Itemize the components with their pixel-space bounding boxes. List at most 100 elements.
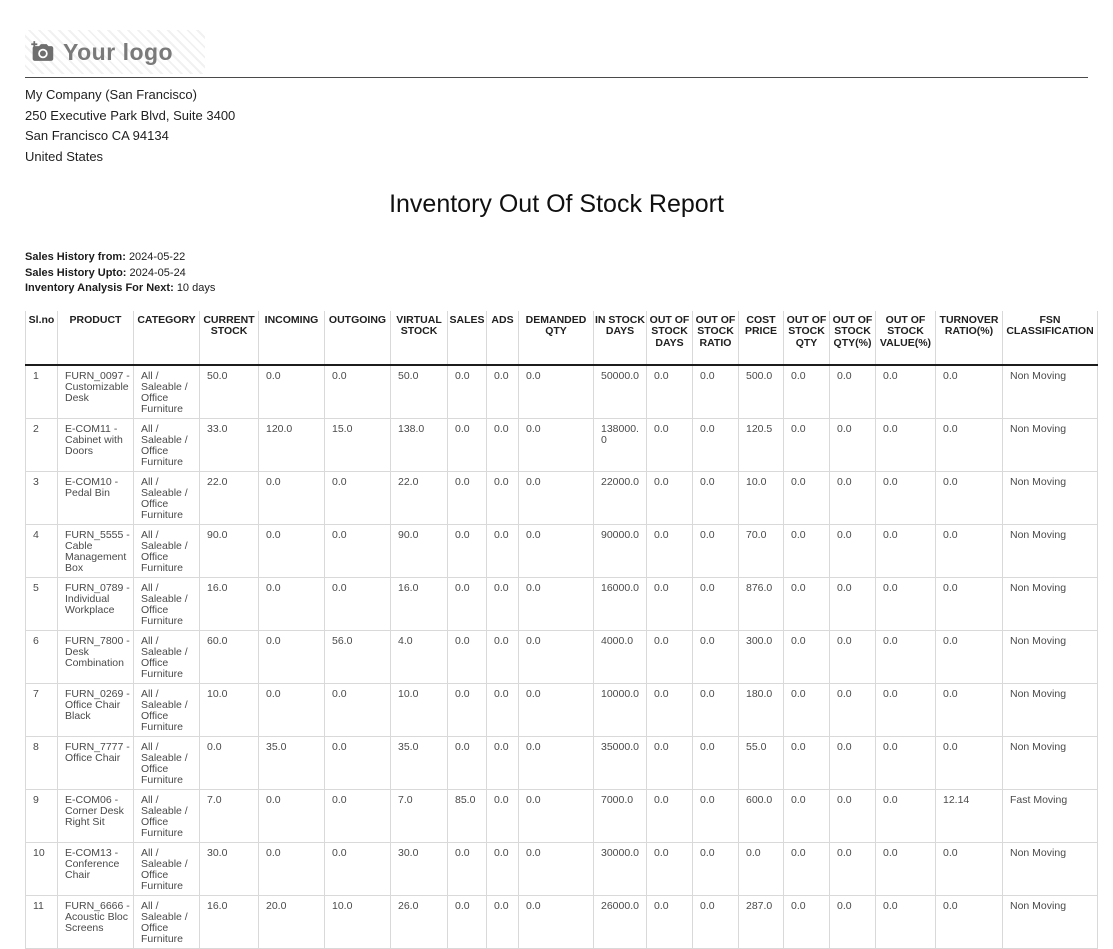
table-cell: 0.0 [829, 576, 876, 631]
table-cell: Non Moving [1002, 576, 1098, 631]
table-cell: 0.0 [486, 629, 519, 684]
table-cell: 0.0 [692, 523, 739, 578]
table-cell: 30.0 [390, 841, 448, 896]
table-cell: 5 [25, 576, 58, 631]
table-cell: 138000.0 [593, 417, 647, 472]
table-cell: FURN_7777 - Office Chair [57, 735, 134, 790]
table-cell: All / Saleable / Office Furniture [133, 523, 200, 578]
table-cell: 85.0 [447, 788, 487, 843]
table-cell: 0.0 [935, 470, 1003, 525]
table-header-row: Sl.no PRODUCT CATEGORY CURRENT STOCK INCOMIN… [25, 310, 1098, 366]
table-cell: 60.0 [199, 629, 259, 684]
table-cell: 0.0 [447, 735, 487, 790]
table-cell: 0.0 [829, 841, 876, 896]
column-header: CATEGORY [133, 310, 200, 366]
table-cell: 0.0 [447, 894, 487, 949]
table-cell: 7000.0 [593, 788, 647, 843]
company-logo: Your logo [25, 30, 205, 74]
table-cell: 0.0 [829, 470, 876, 525]
table-cell: 0.0 [935, 629, 1003, 684]
table-cell: Non Moving [1002, 682, 1098, 737]
table-cell: FURN_5555 - Cable Management Box [57, 523, 134, 578]
table-cell: 0.0 [692, 629, 739, 684]
table-cell: 0.0 [783, 364, 830, 419]
table-cell: All / Saleable / Office Furniture [133, 788, 200, 843]
table-cell: 0.0 [486, 788, 519, 843]
table-cell: 0.0 [518, 576, 594, 631]
table-cell: 120.0 [258, 417, 325, 472]
table-cell: 120.5 [738, 417, 784, 472]
table-cell: All / Saleable / Office Furniture [133, 841, 200, 896]
table-cell: 0.0 [646, 364, 693, 419]
company-country: United States [25, 148, 104, 164]
table-cell: 0.0 [875, 841, 936, 896]
table-cell: 0.0 [258, 470, 325, 525]
table-cell: 0.0 [783, 470, 830, 525]
column-header: INCOMING [258, 310, 325, 366]
table-cell: 0.0 [783, 576, 830, 631]
table-row: 7 FURN_0269 - Office Chair Black All / Sal… [25, 682, 1098, 737]
table-cell: 22.0 [390, 470, 448, 525]
table-cell: 0.0 [324, 470, 391, 525]
column-header: COST PRICE [738, 310, 784, 366]
table-cell: 0.0 [875, 788, 936, 843]
table-cell: 35000.0 [593, 735, 647, 790]
column-header: OUT OF STOCK VALUE(%) [875, 310, 936, 366]
table-cell: 0.0 [783, 629, 830, 684]
table-cell: 90.0 [199, 523, 259, 578]
table-cell: FURN_0789 - Individual Workplace [57, 576, 134, 631]
table-cell: E-COM06 - Corner Desk Right Sit [57, 788, 134, 843]
table-cell: 10.0 [324, 894, 391, 949]
table-cell: 0.0 [518, 629, 594, 684]
table-cell: 0.0 [518, 841, 594, 896]
table-cell: 0.0 [258, 364, 325, 419]
inventory-table: Sl.no PRODUCT CATEGORY CURRENT STOCK INCOMIN… [25, 310, 1098, 949]
table-cell: 7 [25, 682, 58, 737]
table-cell: 0.0 [646, 470, 693, 525]
table-cell: 0.0 [935, 576, 1003, 631]
table-cell: 90.0 [390, 523, 448, 578]
logo-text: Your logo [63, 38, 174, 65]
table-cell: E-COM13 - Conference Chair [57, 841, 134, 896]
company-street: 250 Executive Park Blvd, Suite 3400 [25, 107, 236, 123]
column-header: VIRTUAL STOCK [390, 310, 448, 366]
table-cell: 0.0 [646, 576, 693, 631]
column-header: TURNOVER RATIO(%) [935, 310, 1003, 366]
table-cell: 3 [25, 470, 58, 525]
table-cell: 0.0 [875, 682, 936, 737]
info-value: 2024-05-22 [128, 251, 186, 263]
table-cell: All / Saleable / Office Furniture [133, 735, 200, 790]
table-cell: 0.0 [692, 576, 739, 631]
table-cell: 35.0 [390, 735, 448, 790]
table-cell: 0.0 [447, 523, 487, 578]
table-cell: 0.0 [935, 523, 1003, 578]
table-cell: 0.0 [646, 682, 693, 737]
column-header: PRODUCT [57, 310, 134, 366]
table-cell: 0.0 [692, 841, 739, 896]
table-cell: 22000.0 [593, 470, 647, 525]
table-cell: 0.0 [875, 417, 936, 472]
table-cell: 0.0 [829, 629, 876, 684]
table-cell: 0.0 [935, 894, 1003, 949]
table-cell: 0.0 [829, 788, 876, 843]
table-cell: 0.0 [692, 735, 739, 790]
table-cell: 0.0 [783, 841, 830, 896]
table-cell: 0.0 [875, 470, 936, 525]
table-row: 2 E-COM11 - Cabinet with Doors All / Salea… [25, 417, 1098, 472]
table-cell: 0.0 [518, 470, 594, 525]
table-cell: 0.0 [875, 629, 936, 684]
table-cell: 0.0 [447, 576, 487, 631]
info-value: 2024-05-24 [129, 266, 186, 279]
table-cell: 0.0 [935, 841, 1003, 896]
table-cell: 0.0 [875, 894, 936, 949]
table-cell: 0.0 [935, 682, 1003, 737]
table-cell: 500.0 [738, 364, 784, 419]
table-cell: 0.0 [935, 417, 1003, 472]
table-cell: 30000.0 [593, 841, 647, 896]
table-cell: 0.0 [829, 682, 876, 737]
table-cell: 70.0 [738, 523, 784, 578]
column-header: Sl.no [25, 310, 58, 366]
table-cell: 0.0 [518, 523, 594, 578]
table-cell: All / Saleable / Office Furniture [133, 682, 200, 737]
table-cell: 0.0 [935, 735, 1003, 790]
